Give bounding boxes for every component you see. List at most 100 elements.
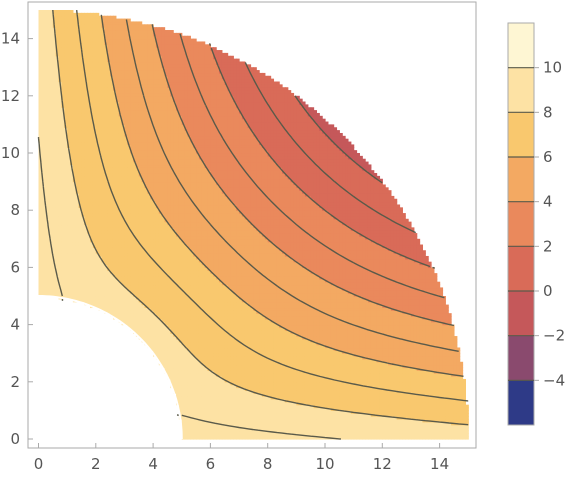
field-cell — [41, 38, 45, 43]
field-cell — [70, 78, 74, 83]
field-cell — [98, 27, 103, 31]
field-cell — [61, 167, 65, 171]
field-cell — [47, 207, 51, 211]
field-cell — [84, 275, 88, 280]
field-cell — [72, 215, 77, 220]
field-cell — [87, 293, 91, 297]
field-cell — [81, 121, 85, 125]
field-cell — [98, 227, 103, 231]
field-cell — [95, 261, 100, 266]
field-cell — [90, 58, 94, 63]
field-cell — [92, 175, 97, 180]
field-cell — [58, 12, 63, 17]
field-cell — [72, 230, 77, 234]
field-cell — [44, 175, 48, 180]
field-cell — [41, 241, 45, 246]
field-cell — [67, 221, 71, 226]
field-cell — [75, 138, 80, 143]
field-cell — [115, 112, 120, 117]
field-cell — [98, 61, 103, 65]
field-cell — [52, 235, 57, 240]
field-cell — [67, 273, 71, 277]
field-cell — [84, 296, 88, 300]
field-cell — [95, 247, 100, 251]
field-cell — [61, 210, 65, 214]
field-cell — [49, 164, 54, 168]
field-cell — [64, 121, 68, 125]
field-cell — [92, 190, 97, 194]
field-cell — [101, 275, 105, 280]
field-cell — [104, 204, 108, 208]
field-cell — [115, 247, 120, 251]
field-cell — [84, 178, 88, 183]
field-cell — [107, 270, 111, 274]
field-cell — [92, 198, 97, 203]
field-cell — [55, 41, 60, 45]
field-cell — [70, 70, 74, 74]
field-cell — [78, 30, 83, 34]
field-cell — [44, 287, 48, 291]
field-cell — [55, 218, 60, 223]
field-cell — [115, 287, 120, 291]
field-cell — [87, 32, 91, 37]
field-cell — [104, 135, 108, 140]
field-cell — [84, 12, 88, 17]
field-cell — [38, 92, 42, 97]
field-cell — [84, 190, 88, 194]
field-cell — [95, 190, 100, 194]
field-cell — [98, 118, 103, 123]
field-cell — [67, 127, 71, 131]
field-cell — [72, 47, 77, 51]
field-cell — [61, 241, 65, 246]
field-cell — [44, 55, 48, 60]
field-cell — [107, 127, 111, 131]
field-cell — [92, 221, 97, 226]
field-cell — [92, 170, 97, 174]
field-cell — [64, 273, 68, 277]
field-cell — [78, 118, 83, 123]
field-cell — [67, 38, 71, 43]
field-cell — [87, 296, 91, 300]
field-cell — [38, 87, 42, 91]
field-cell — [95, 253, 100, 257]
field-cell — [38, 175, 42, 180]
field-cell — [49, 121, 54, 125]
field-cell — [72, 233, 77, 237]
field-cell — [81, 287, 85, 291]
field-cell — [110, 144, 114, 148]
field-cell — [52, 204, 57, 208]
field-cell — [58, 24, 63, 28]
field-cell — [81, 187, 85, 191]
field-cell — [44, 238, 48, 243]
field-cell — [98, 221, 103, 226]
field-cell — [81, 198, 85, 203]
field-cell — [107, 170, 111, 174]
field-cell — [52, 170, 57, 174]
field-cell — [110, 132, 114, 137]
field-cell — [112, 290, 117, 294]
field-cell — [72, 12, 77, 17]
field-cell — [98, 41, 103, 45]
field-cell — [78, 67, 83, 71]
field-cell — [95, 215, 100, 220]
field-cell — [110, 304, 114, 309]
field-cell — [38, 124, 42, 128]
field-cell — [72, 67, 77, 71]
field-cell — [44, 44, 48, 48]
field-cell — [64, 253, 68, 257]
field-cell — [115, 244, 120, 248]
field-cell — [75, 187, 80, 191]
field-cell — [104, 72, 108, 77]
field-cell — [55, 241, 60, 246]
field-cell — [118, 267, 123, 271]
field-cell — [72, 241, 77, 246]
field-cell — [75, 70, 80, 74]
field-cell — [72, 264, 77, 268]
field-cell — [58, 150, 63, 154]
field-cell — [41, 250, 45, 254]
field-cell — [49, 218, 54, 223]
field-cell — [87, 127, 91, 131]
field-cell — [90, 75, 94, 80]
field-cell — [87, 92, 91, 97]
field-cell — [101, 213, 105, 217]
